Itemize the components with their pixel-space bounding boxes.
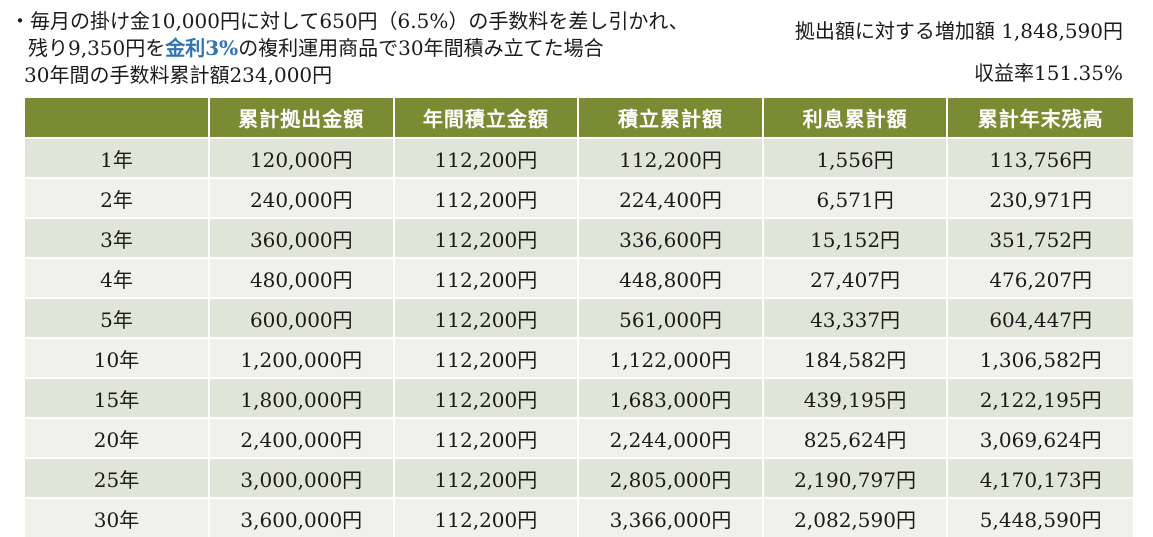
- bullet: ・: [10, 9, 30, 33]
- cumulative-interest-cell: 184,582円: [763, 337, 949, 377]
- table-row: 15年 1,800,000円 112,200円 1,683,000円 439,1…: [25, 377, 1133, 417]
- cumulative-invested-cell: 336,600円: [579, 217, 764, 257]
- table-row: 10年 1,200,000円 112,200円 1,122,000円 184,5…: [25, 337, 1133, 377]
- cumulative-invested-cell: 448,800円: [579, 257, 764, 297]
- year-end-balance-cell: 3,069,624円: [948, 417, 1133, 457]
- annual-contribution-cell: 112,200円: [394, 177, 580, 217]
- interest-rate-highlight: 金利3%: [165, 36, 239, 60]
- note-line-1: ・毎月の掛け金10,000円に対して650円（6.5%）の手数料を差し引かれ、: [10, 8, 689, 35]
- year-cell: 10年: [25, 337, 210, 377]
- cumulative-contribution-cell: 480,000円: [210, 257, 395, 297]
- increase-amount: 拠出額に対する増加額 1,848,590円: [794, 19, 1123, 43]
- cumulative-interest-cell: 2,082,590円: [763, 497, 949, 537]
- annual-contribution-cell: 112,200円: [394, 217, 580, 257]
- cumulative-invested-cell: 3,366,000円: [579, 497, 764, 537]
- table-row: 2年 240,000円 112,200円 224,400円 6,571円 230…: [25, 177, 1133, 217]
- table-header-row: 累計拠出金額 年間積立金額 積立累計額 利息累計額 累計年末残高: [25, 98, 1133, 137]
- annual-contribution-cell: 112,200円: [394, 137, 580, 177]
- header-cumulative-interest: 利息累計額: [763, 98, 949, 137]
- header-year-end-balance: 累計年末残高: [948, 98, 1133, 137]
- table-row: 1年 120,000円 112,200円 112,200円 1,556円 113…: [25, 137, 1133, 177]
- header-year: [25, 98, 210, 137]
- annual-contribution-cell: 112,200円: [394, 377, 580, 417]
- annual-contribution-cell: 112,200円: [394, 297, 580, 337]
- header-cumulative-invested: 積立累計額: [579, 98, 764, 137]
- cumulative-contribution-cell: 600,000円: [210, 297, 395, 337]
- year-cell: 3年: [25, 217, 210, 257]
- year-end-balance-cell: 230,971円: [948, 177, 1133, 217]
- cumulative-contribution-cell: 120,000円: [210, 137, 395, 177]
- year-cell: 4年: [25, 257, 210, 297]
- year-cell: 5年: [25, 297, 210, 337]
- annual-contribution-cell: 112,200円: [394, 457, 580, 497]
- table-row: 30年 3,600,000円 112,200円 3,366,000円 2,082…: [25, 497, 1133, 537]
- year-cell: 25年: [25, 457, 210, 497]
- note-line-3: 30年間の手数料累計額234,000円: [24, 63, 333, 87]
- cumulative-invested-cell: 561,000円: [579, 297, 764, 337]
- cumulative-invested-cell: 112,200円: [579, 137, 764, 177]
- year-end-balance-cell: 351,752円: [948, 217, 1133, 257]
- cumulative-interest-cell: 439,195円: [763, 377, 949, 417]
- cumulative-interest-cell: 15,152円: [763, 217, 949, 257]
- note-line-2: 残り9,350円を金利3%の複利運用商品で30年間積み立てた場合: [10, 35, 689, 62]
- year-cell: 2年: [25, 177, 210, 217]
- cumulative-contribution-cell: 2,400,000円: [210, 417, 395, 457]
- yield-rate: 収益率151.35%: [974, 61, 1123, 85]
- cumulative-invested-cell: 2,244,000円: [579, 417, 764, 457]
- annual-contribution-cell: 112,200円: [394, 337, 580, 377]
- table-row: 4年 480,000円 112,200円 448,800円 27,407円 47…: [25, 257, 1133, 297]
- table-row: 3年 360,000円 112,200円 336,600円 15,152円 35…: [25, 217, 1133, 257]
- simulation-table: 累計拠出金額 年間積立金額 積立累計額 利息累計額 累計年末残高 1年 120,…: [25, 98, 1133, 537]
- header-annual-contribution: 年間積立金額: [394, 98, 580, 137]
- year-end-balance-cell: 604,447円: [948, 297, 1133, 337]
- year-cell: 30年: [25, 497, 210, 537]
- header-area: ・毎月の掛け金10,000円に対して650円（6.5%）の手数料を差し引かれ、 …: [0, 0, 1153, 98]
- year-cell: 20年: [25, 417, 210, 457]
- cumulative-interest-cell: 2,190,797円: [763, 457, 949, 497]
- cumulative-invested-cell: 224,400円: [579, 177, 764, 217]
- annual-contribution-cell: 112,200円: [394, 497, 580, 537]
- summary-box: 拠出額に対する増加額 1,848,590円 収益率151.35%: [795, 10, 1123, 94]
- year-cell: 1年: [25, 137, 210, 177]
- year-end-balance-cell: 1,306,582円: [948, 337, 1133, 377]
- cumulative-interest-cell: 43,337円: [763, 297, 949, 337]
- year-cell: 15年: [25, 377, 210, 417]
- cumulative-contribution-cell: 240,000円: [210, 177, 395, 217]
- note-line-2-post: の複利運用商品で30年間積み立てた場合: [238, 36, 604, 60]
- note-line-2-pre: 残り9,350円を: [28, 36, 166, 60]
- note-line-1-text: 毎月の掛け金10,000円に対して650円（6.5%）の手数料を差し引かれ、: [30, 9, 689, 33]
- year-end-balance-cell: 476,207円: [948, 257, 1133, 297]
- year-end-balance-cell: 2,122,195円: [948, 377, 1133, 417]
- table-row: 5年 600,000円 112,200円 561,000円 43,337円 60…: [25, 297, 1133, 337]
- cumulative-interest-cell: 1,556円: [763, 137, 949, 177]
- table-row: 25年 3,000,000円 112,200円 2,805,000円 2,190…: [25, 457, 1133, 497]
- annual-contribution-cell: 112,200円: [394, 417, 580, 457]
- year-end-balance-cell: 4,170,173円: [948, 457, 1133, 497]
- cumulative-contribution-cell: 360,000円: [210, 217, 395, 257]
- cumulative-invested-cell: 1,122,000円: [579, 337, 764, 377]
- cumulative-interest-cell: 825,624円: [763, 417, 949, 457]
- cumulative-invested-cell: 2,805,000円: [579, 457, 764, 497]
- annual-contribution-cell: 112,200円: [394, 257, 580, 297]
- cumulative-interest-cell: 6,571円: [763, 177, 949, 217]
- cumulative-interest-cell: 27,407円: [763, 257, 949, 297]
- cumulative-invested-cell: 1,683,000円: [579, 377, 764, 417]
- header-cumulative-contribution: 累計拠出金額: [210, 98, 395, 137]
- year-end-balance-cell: 5,448,590円: [948, 497, 1133, 537]
- cumulative-contribution-cell: 1,200,000円: [210, 337, 395, 377]
- cumulative-contribution-cell: 3,000,000円: [210, 457, 395, 497]
- conditions-notes: ・毎月の掛け金10,000円に対して650円（6.5%）の手数料を差し引かれ、 …: [10, 8, 689, 89]
- table-row: 20年 2,400,000円 112,200円 2,244,000円 825,6…: [25, 417, 1133, 457]
- cumulative-contribution-cell: 1,800,000円: [210, 377, 395, 417]
- year-end-balance-cell: 113,756円: [948, 137, 1133, 177]
- cumulative-contribution-cell: 3,600,000円: [210, 497, 395, 537]
